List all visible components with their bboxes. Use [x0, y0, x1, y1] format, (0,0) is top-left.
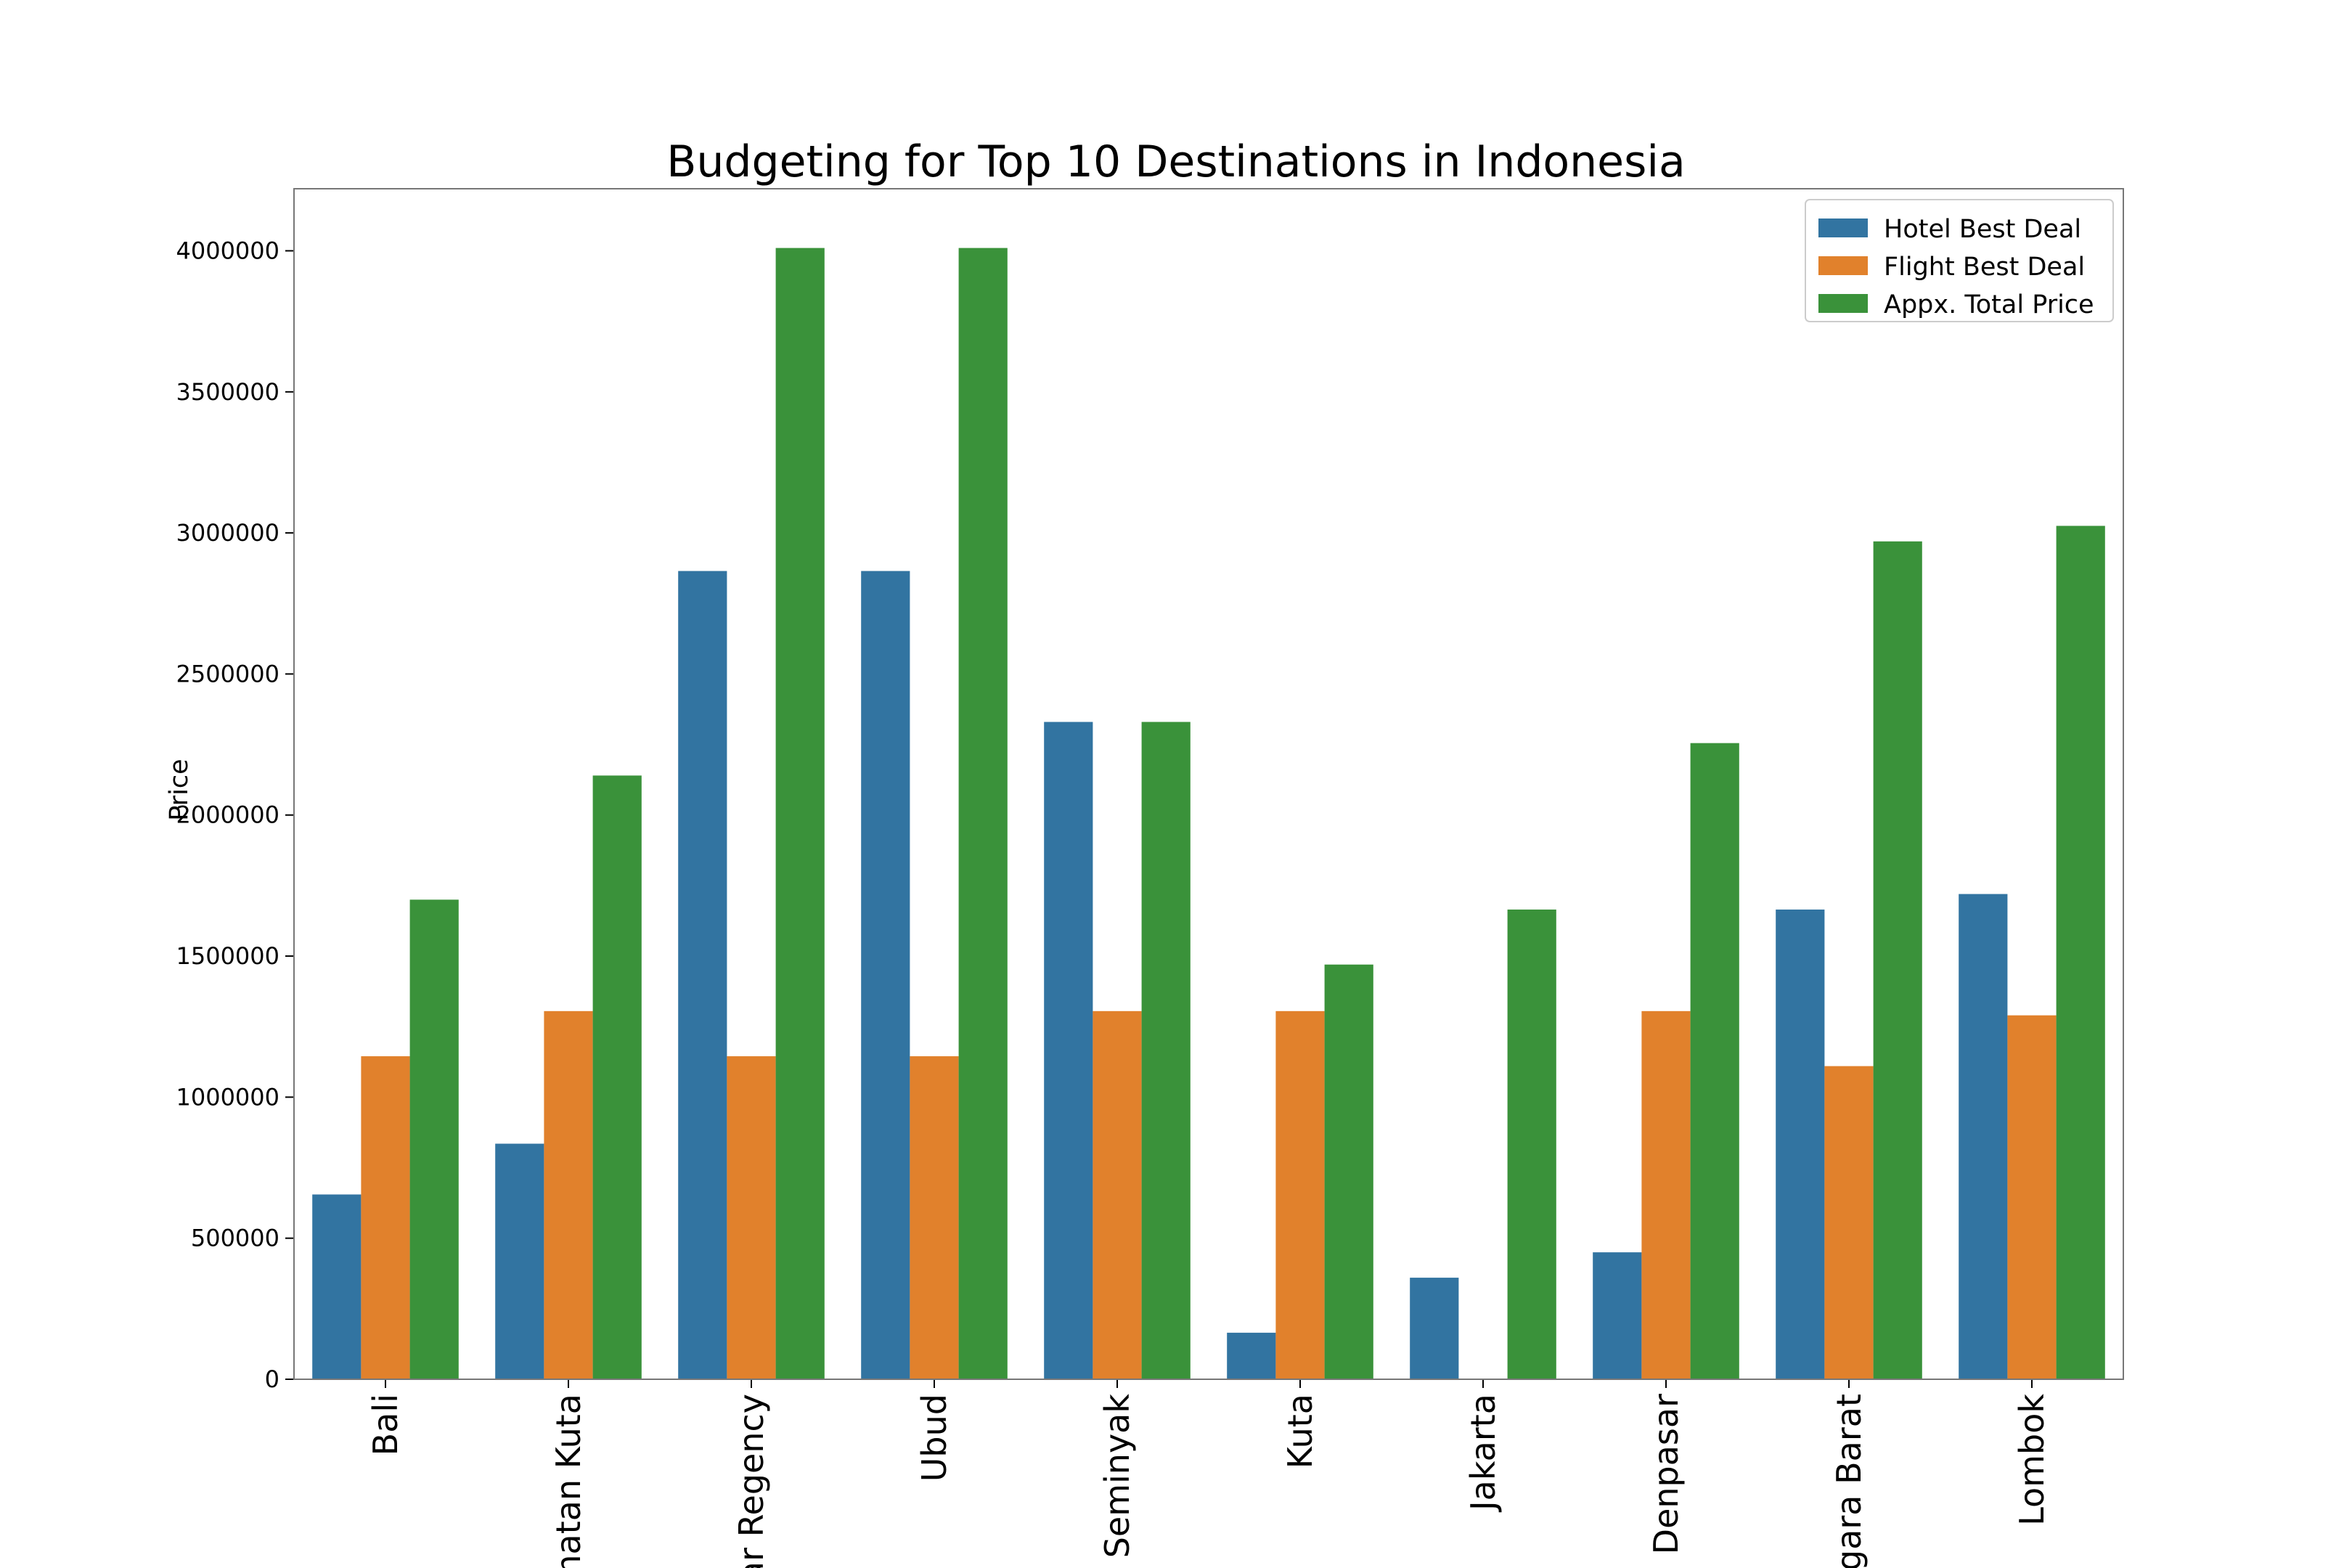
bar	[1507, 909, 1556, 1379]
bar	[775, 248, 825, 1380]
chart-title: Budgeting for Top 10 Destinations in Ind…	[666, 136, 1686, 187]
bar	[910, 1056, 959, 1379]
legend-swatch	[1818, 256, 1868, 275]
plot-frame	[293, 188, 2124, 1380]
x-tick-label: Kuta	[1281, 1394, 1320, 1469]
y-tick-label: 500000	[191, 1225, 279, 1252]
y-tick-label: 3000000	[176, 519, 279, 547]
y-tick-label: 4000000	[176, 237, 279, 264]
bar	[409, 899, 459, 1379]
legend: Hotel Best Deal Flight Best Deal Appx. Tot…	[1805, 199, 2114, 322]
bar	[1641, 1010, 1691, 1379]
bar	[958, 248, 1008, 1380]
bar	[1959, 894, 2008, 1379]
x-tick-label: Denpasar	[1646, 1394, 1686, 1554]
x-tick-label: Bali	[366, 1394, 405, 1455]
bar	[1275, 1010, 1325, 1379]
y-axis-ticks: 0 500000 1000000 1500000 2000000 2500000 30000…	[176, 237, 294, 1393]
x-tick-label: Jakarta	[1463, 1394, 1503, 1513]
bar	[1824, 1066, 1874, 1379]
bar	[1141, 722, 1191, 1379]
y-axis-label: Price	[165, 759, 194, 820]
bar	[544, 1010, 593, 1379]
bar	[495, 1143, 544, 1379]
x-tick-label: Seminyak	[1098, 1394, 1137, 1559]
bar	[361, 1056, 410, 1379]
bar	[678, 571, 727, 1380]
x-tick-label: Ubud	[915, 1394, 954, 1482]
y-tick-label: 0	[265, 1365, 279, 1393]
bar	[1873, 541, 1922, 1379]
bar	[2007, 1015, 2057, 1379]
y-tick-label: 1500000	[176, 942, 279, 970]
y-tick-label: 1000000	[176, 1083, 279, 1111]
x-tick-label: ar Regency	[732, 1394, 771, 1568]
legend-label: Flight Best Deal	[1884, 253, 2085, 282]
bar	[1227, 1332, 1276, 1379]
legend-box	[1805, 199, 2114, 322]
x-tick-label: Lombok	[2012, 1394, 2051, 1526]
x-tick-label: matan Kuta	[549, 1394, 588, 1568]
y-tick-label: 2000000	[176, 801, 279, 829]
bar	[1690, 743, 1739, 1379]
bar	[1324, 964, 1373, 1379]
bar	[1093, 1010, 1142, 1379]
bar	[1776, 909, 1825, 1379]
bar	[2056, 526, 2105, 1379]
x-tick-label: ggara Barat	[1829, 1394, 1869, 1568]
bar	[1593, 1252, 1642, 1379]
legend-swatch	[1818, 219, 1868, 237]
y-tick-label: 2500000	[176, 660, 279, 687]
y-tick-label: 3500000	[176, 378, 279, 406]
bars-layer	[312, 248, 2105, 1380]
bar	[861, 571, 910, 1380]
x-axis-ticks: Bali matan Kuta ar Regency Ubud Seminyak Kuta…	[366, 1379, 2051, 1568]
bar	[1410, 1278, 1459, 1379]
bar	[1044, 722, 1093, 1379]
legend-swatch	[1818, 294, 1868, 313]
legend-label: Appx. Total Price	[1884, 290, 2094, 319]
legend-label: Hotel Best Deal	[1884, 215, 2081, 244]
bar	[592, 775, 642, 1379]
bar	[312, 1194, 362, 1379]
bar	[727, 1056, 776, 1379]
